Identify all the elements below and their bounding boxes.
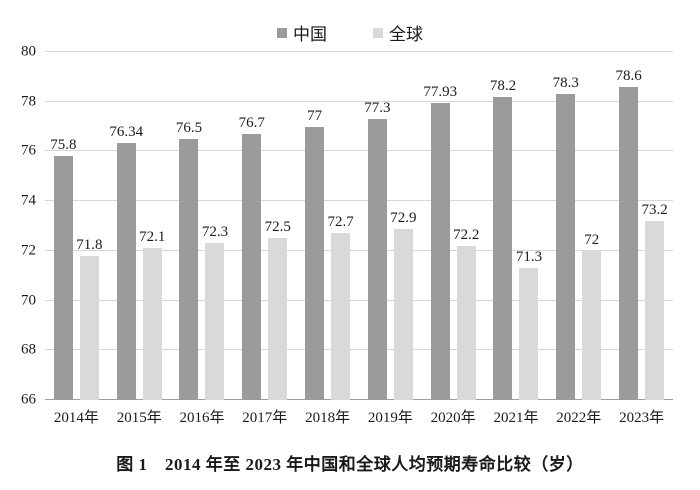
bar-group-2021: 78.2 71.3: [485, 52, 548, 400]
bar-group-2022: 78.3 72: [547, 52, 610, 400]
legend-label-global: 全球: [389, 25, 423, 44]
bar-value-china-2016: 76.5: [175, 120, 203, 136]
bar-global-2018: 72.7: [327, 215, 354, 400]
bar-group-2016: 76.5 72.3: [171, 52, 234, 400]
bar-china-2015: 76.34: [109, 124, 143, 400]
bar-value-global-2022: 72: [584, 231, 600, 248]
x-tick-label-2017: 2017年: [242, 410, 288, 426]
gridline: [45, 249, 673, 251]
x-tick-label-2020: 2020年: [430, 410, 476, 426]
bar-group-2018: 77 72.7: [296, 52, 359, 400]
gridline: [45, 150, 673, 152]
bar-value-global-2019: 72.9: [390, 209, 417, 226]
y-axis: 66 68 70 72 74 76 78 80: [0, 44, 40, 407]
bar-china-2017: 76.7: [239, 116, 265, 400]
bar-value-global-2020: 72.2: [453, 226, 480, 243]
bar-global-2022: 72: [582, 232, 602, 400]
bar-global-2016: 72.3: [202, 225, 228, 400]
bar-value-global-2016: 72.3: [201, 224, 229, 241]
bar-value-china-2019: 77.3: [364, 100, 391, 117]
legend-swatch-global-icon: [373, 27, 383, 38]
x-tick-label-2015: 2015年: [116, 410, 162, 426]
bar-value-china-2023: 78.6: [615, 67, 642, 84]
gridline: [45, 100, 673, 102]
bar-group-2014: 75.8 71.8: [45, 52, 108, 400]
gridline: [45, 349, 673, 351]
y-tick-label: 70: [21, 292, 36, 309]
bar-china-2021: 78.2: [490, 78, 516, 400]
bar-value-global-2023: 73.2: [641, 202, 668, 219]
bar-group-2019: 77.3 72.9: [359, 52, 422, 400]
bar-china-2023: 78.6: [615, 68, 642, 400]
bar-group-2023: 78.6 73.2: [610, 52, 673, 400]
plot-area: 75.8 71.8 76.34 72.1 76.5 72.3 76.7 72.5 77 72.7 7…: [45, 51, 673, 400]
y-tick-label: 66: [21, 391, 36, 408]
bar-china-2016: 76.5: [176, 121, 202, 400]
gridline: [45, 299, 673, 301]
y-tick-label: 74: [21, 192, 36, 209]
bar-value-global-2015: 72.1: [139, 229, 166, 246]
gridline: [45, 200, 673, 202]
bar-value-china-2017: 76.7: [238, 115, 265, 132]
bar-global-2017: 72.5: [265, 220, 291, 400]
bar-china-2019: 77.3: [364, 101, 391, 400]
bar-global-2020: 72.2: [453, 227, 479, 400]
y-tick-label: 68: [21, 341, 36, 358]
legend-swatch-china-icon: [277, 27, 287, 38]
x-axis-line: [45, 399, 673, 400]
bar-global-2014: 71.8: [76, 237, 103, 400]
bar-global-2015: 72.1: [139, 230, 165, 400]
bar-value-china-2020: 77.93: [423, 84, 458, 101]
bar-group-2020: 77.93 72.2: [422, 52, 485, 400]
bar-value-global-2018: 72.7: [327, 214, 354, 231]
x-tick-label-2021: 2021年: [493, 410, 539, 426]
x-tick-label-2014: 2014年: [53, 410, 99, 426]
bar-global-2021: 71.3: [516, 250, 542, 400]
bar-china-2020: 77.93: [423, 85, 457, 400]
bar-value-china-2021: 78.2: [489, 77, 517, 94]
bar-value-global-2014: 71.8: [76, 236, 103, 253]
x-axis: 2014年 2015年 2016年 2017年 2018年 2019年 2020年 2021年…: [45, 406, 673, 427]
x-tick-label-2022: 2022年: [556, 410, 602, 426]
x-tick-label-2016: 2016年: [179, 410, 225, 426]
bar-group-2015: 76.34 72.1: [108, 52, 171, 400]
bar-value-china-2018: 77: [307, 107, 323, 124]
legend-item-global: 全球: [373, 20, 423, 45]
bar-group-2017: 76.7 72.5: [233, 52, 296, 400]
bar-china-2018: 77: [305, 108, 325, 400]
bar-global-2023: 73.2: [641, 203, 668, 400]
bar-global-2019: 72.9: [390, 210, 417, 400]
bar-value-global-2017: 72.5: [264, 219, 291, 236]
legend-label-china: 中国: [293, 25, 327, 44]
bar-china-2022: 78.3: [553, 76, 579, 400]
legend-item-china: 中国: [277, 20, 327, 45]
x-tick-label-2018: 2018年: [305, 410, 351, 426]
gridline: [45, 51, 673, 52]
x-tick-label-2019: 2019年: [367, 410, 413, 426]
bar-value-china-2022: 78.3: [552, 75, 579, 92]
y-tick-label: 78: [21, 93, 36, 110]
bar-value-global-2021: 71.3: [515, 249, 543, 266]
y-tick-label: 80: [21, 43, 36, 60]
y-tick-label: 76: [21, 142, 36, 159]
y-tick-label: 72: [21, 242, 36, 259]
bar-value-china-2014: 75.8: [50, 137, 77, 154]
bar-value-china-2015: 76.34: [109, 123, 144, 140]
x-tick-label-2023: 2023年: [619, 410, 665, 426]
chart-caption: 图 1 2014 年至 2023 年中国和全球人均预期寿命比较（岁）: [116, 455, 584, 474]
bar-china-2014: 75.8: [50, 138, 77, 400]
legend: 中国 全球: [0, 20, 700, 45]
